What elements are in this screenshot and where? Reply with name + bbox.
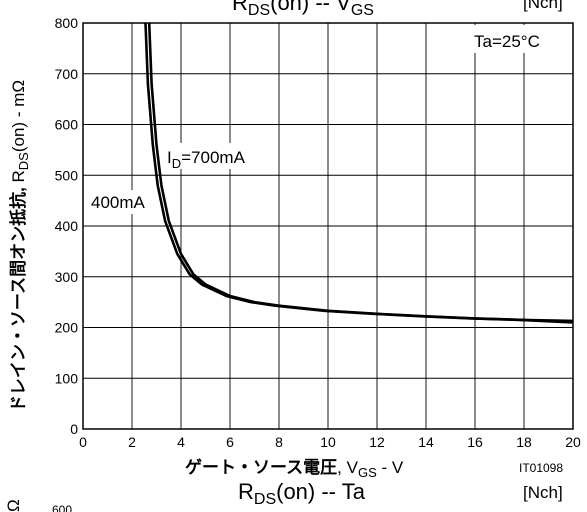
series-line-700mA [147,22,574,323]
plot-area: 0 100 200 300 400 500 600 700 800 0 2 4 6 8 10 12 14 16 1… [55,15,581,450]
x-tick-labels: 0 2 4 6 8 10 12 14 16 18 20 [79,434,581,450]
x-tick-label: 12 [369,434,385,450]
x-tick-label: 20 [565,434,581,450]
x-tick-label: 4 [177,434,185,450]
second-channel-label: [Nch] [523,483,563,502]
x-tick-label: 2 [128,434,136,450]
y-tick-label: 100 [55,370,79,386]
series-label-400-bg [88,190,156,214]
y-tick-labels: 0 100 200 300 400 500 600 700 800 [55,15,79,437]
y-tick-label: 500 [55,167,79,183]
x-tick-label: 0 [79,434,87,450]
condition-label: Ta=25°C [474,32,540,51]
series-label-400: 400mA [91,193,146,212]
second-chart-title: RDS(on) -- Ta [238,479,366,508]
y-tick-label: 600 [55,117,79,133]
x-tick-label: 18 [516,434,532,450]
series-label-700: ID=700mA [167,148,246,171]
series-line-400mA [144,22,574,324]
y-tick-label: 800 [55,15,79,31]
x-tick-label: 6 [226,434,234,450]
y-tick-label: 700 [55,66,79,82]
x-axis-label: ゲート・ソース電圧, VGS - V [185,457,404,480]
second-y-tick-600: 600 [52,503,72,512]
x-tick-label: 14 [418,434,434,450]
series-lines [144,22,574,324]
y-tick-label: 200 [55,320,79,336]
figure-id: IT01098 [519,461,563,475]
grid [83,23,573,429]
second-ylabel-omega: Ω [4,499,23,512]
y-tick-label: 400 [55,218,79,234]
channel-label: [Nch] [523,0,563,12]
y-tick-label: 0 [70,421,78,437]
series-label-700-bg [164,143,272,169]
y-axis-label: ドレイン・ソース間オン抵抗, RDS(on) - mΩ [8,80,31,412]
y-tick-label: 300 [55,269,79,285]
condition-box [468,25,568,53]
chart-title: RDS(on) -- VGS [232,0,374,19]
x-tick-label: 16 [467,434,483,450]
x-tick-label: 8 [275,434,283,450]
x-tick-label: 10 [320,434,336,450]
svg-text:ドレイン・ソース間オン抵抗, RDS(on) - mΩ: ドレイン・ソース間オン抵抗, RDS(on) - mΩ [8,80,31,412]
